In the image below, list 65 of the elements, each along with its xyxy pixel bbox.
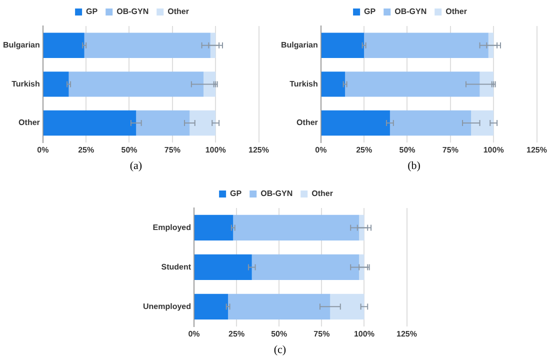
x-tick-label: 125% [248, 145, 270, 154]
x-tick-label: 0% [315, 145, 327, 154]
y-tick-label: Bulgarian [2, 40, 40, 50]
bar [190, 110, 216, 136]
bar [194, 214, 234, 241]
x-tick-label: 100% [483, 145, 504, 154]
x-tick-label: 50% [121, 145, 138, 154]
bar [321, 110, 390, 136]
x-tick-label: 125% [526, 145, 548, 154]
legend-label: OB-GYN [116, 7, 149, 16]
y-tick-label: Other [296, 118, 318, 128]
y-tick-label: Other [18, 118, 40, 128]
bar [68, 72, 204, 97]
bar [194, 294, 228, 320]
bar [43, 110, 136, 136]
x-tick-label: 0% [37, 145, 49, 154]
x-tick-label: 100% [354, 329, 374, 338]
x-tick-label: 75% [164, 145, 180, 154]
bar [330, 294, 364, 320]
y-tick-label: Employed [152, 222, 192, 232]
legend-label: OB-GYN [260, 189, 293, 198]
x-tick-label: 75% [442, 145, 458, 154]
bar [84, 32, 210, 58]
legend-label: GP [86, 7, 98, 16]
text: (b) [406, 160, 422, 172]
bar [480, 72, 494, 97]
x-tick-label: 50% [399, 145, 416, 154]
text: (c) [272, 344, 288, 356]
bar [359, 214, 364, 241]
bar [210, 32, 216, 58]
bar [252, 254, 360, 280]
legend-label: GP [230, 189, 242, 198]
x-tick-label: 125% [396, 329, 418, 338]
y-tick-label: Turkish [12, 79, 40, 88]
text: (a) [128, 160, 144, 172]
y-tick-label: Unemployed [142, 302, 192, 311]
y-tick-label: Turkish [290, 79, 318, 88]
x-tick-label: 75% [314, 329, 330, 338]
legend-label: Other [312, 189, 333, 198]
bar [321, 72, 346, 97]
bar [488, 32, 494, 58]
bar [194, 254, 252, 280]
legend-label: Other [446, 7, 467, 16]
bar [390, 110, 472, 136]
y-tick-label: Bulgarian [280, 40, 318, 50]
legend-label: OB-GYN [394, 7, 427, 16]
bar [364, 32, 488, 58]
bar [321, 32, 364, 58]
bar [228, 294, 330, 320]
bar [136, 110, 190, 136]
x-tick-label: 25% [356, 145, 372, 154]
bar [43, 32, 84, 58]
x-tick-label: 100% [205, 145, 226, 154]
x-tick-label: 25% [228, 329, 245, 338]
legend-label: GP [364, 7, 376, 16]
bar [233, 214, 360, 241]
bar [359, 254, 364, 280]
bar [204, 72, 216, 97]
bar [43, 72, 69, 97]
x-tick-label: 50% [271, 329, 288, 338]
bar [345, 72, 480, 97]
x-tick-label: 25% [78, 145, 94, 154]
bar [471, 110, 494, 136]
x-tick-label: 0% [188, 329, 200, 338]
y-tick-label: Student [161, 262, 192, 272]
